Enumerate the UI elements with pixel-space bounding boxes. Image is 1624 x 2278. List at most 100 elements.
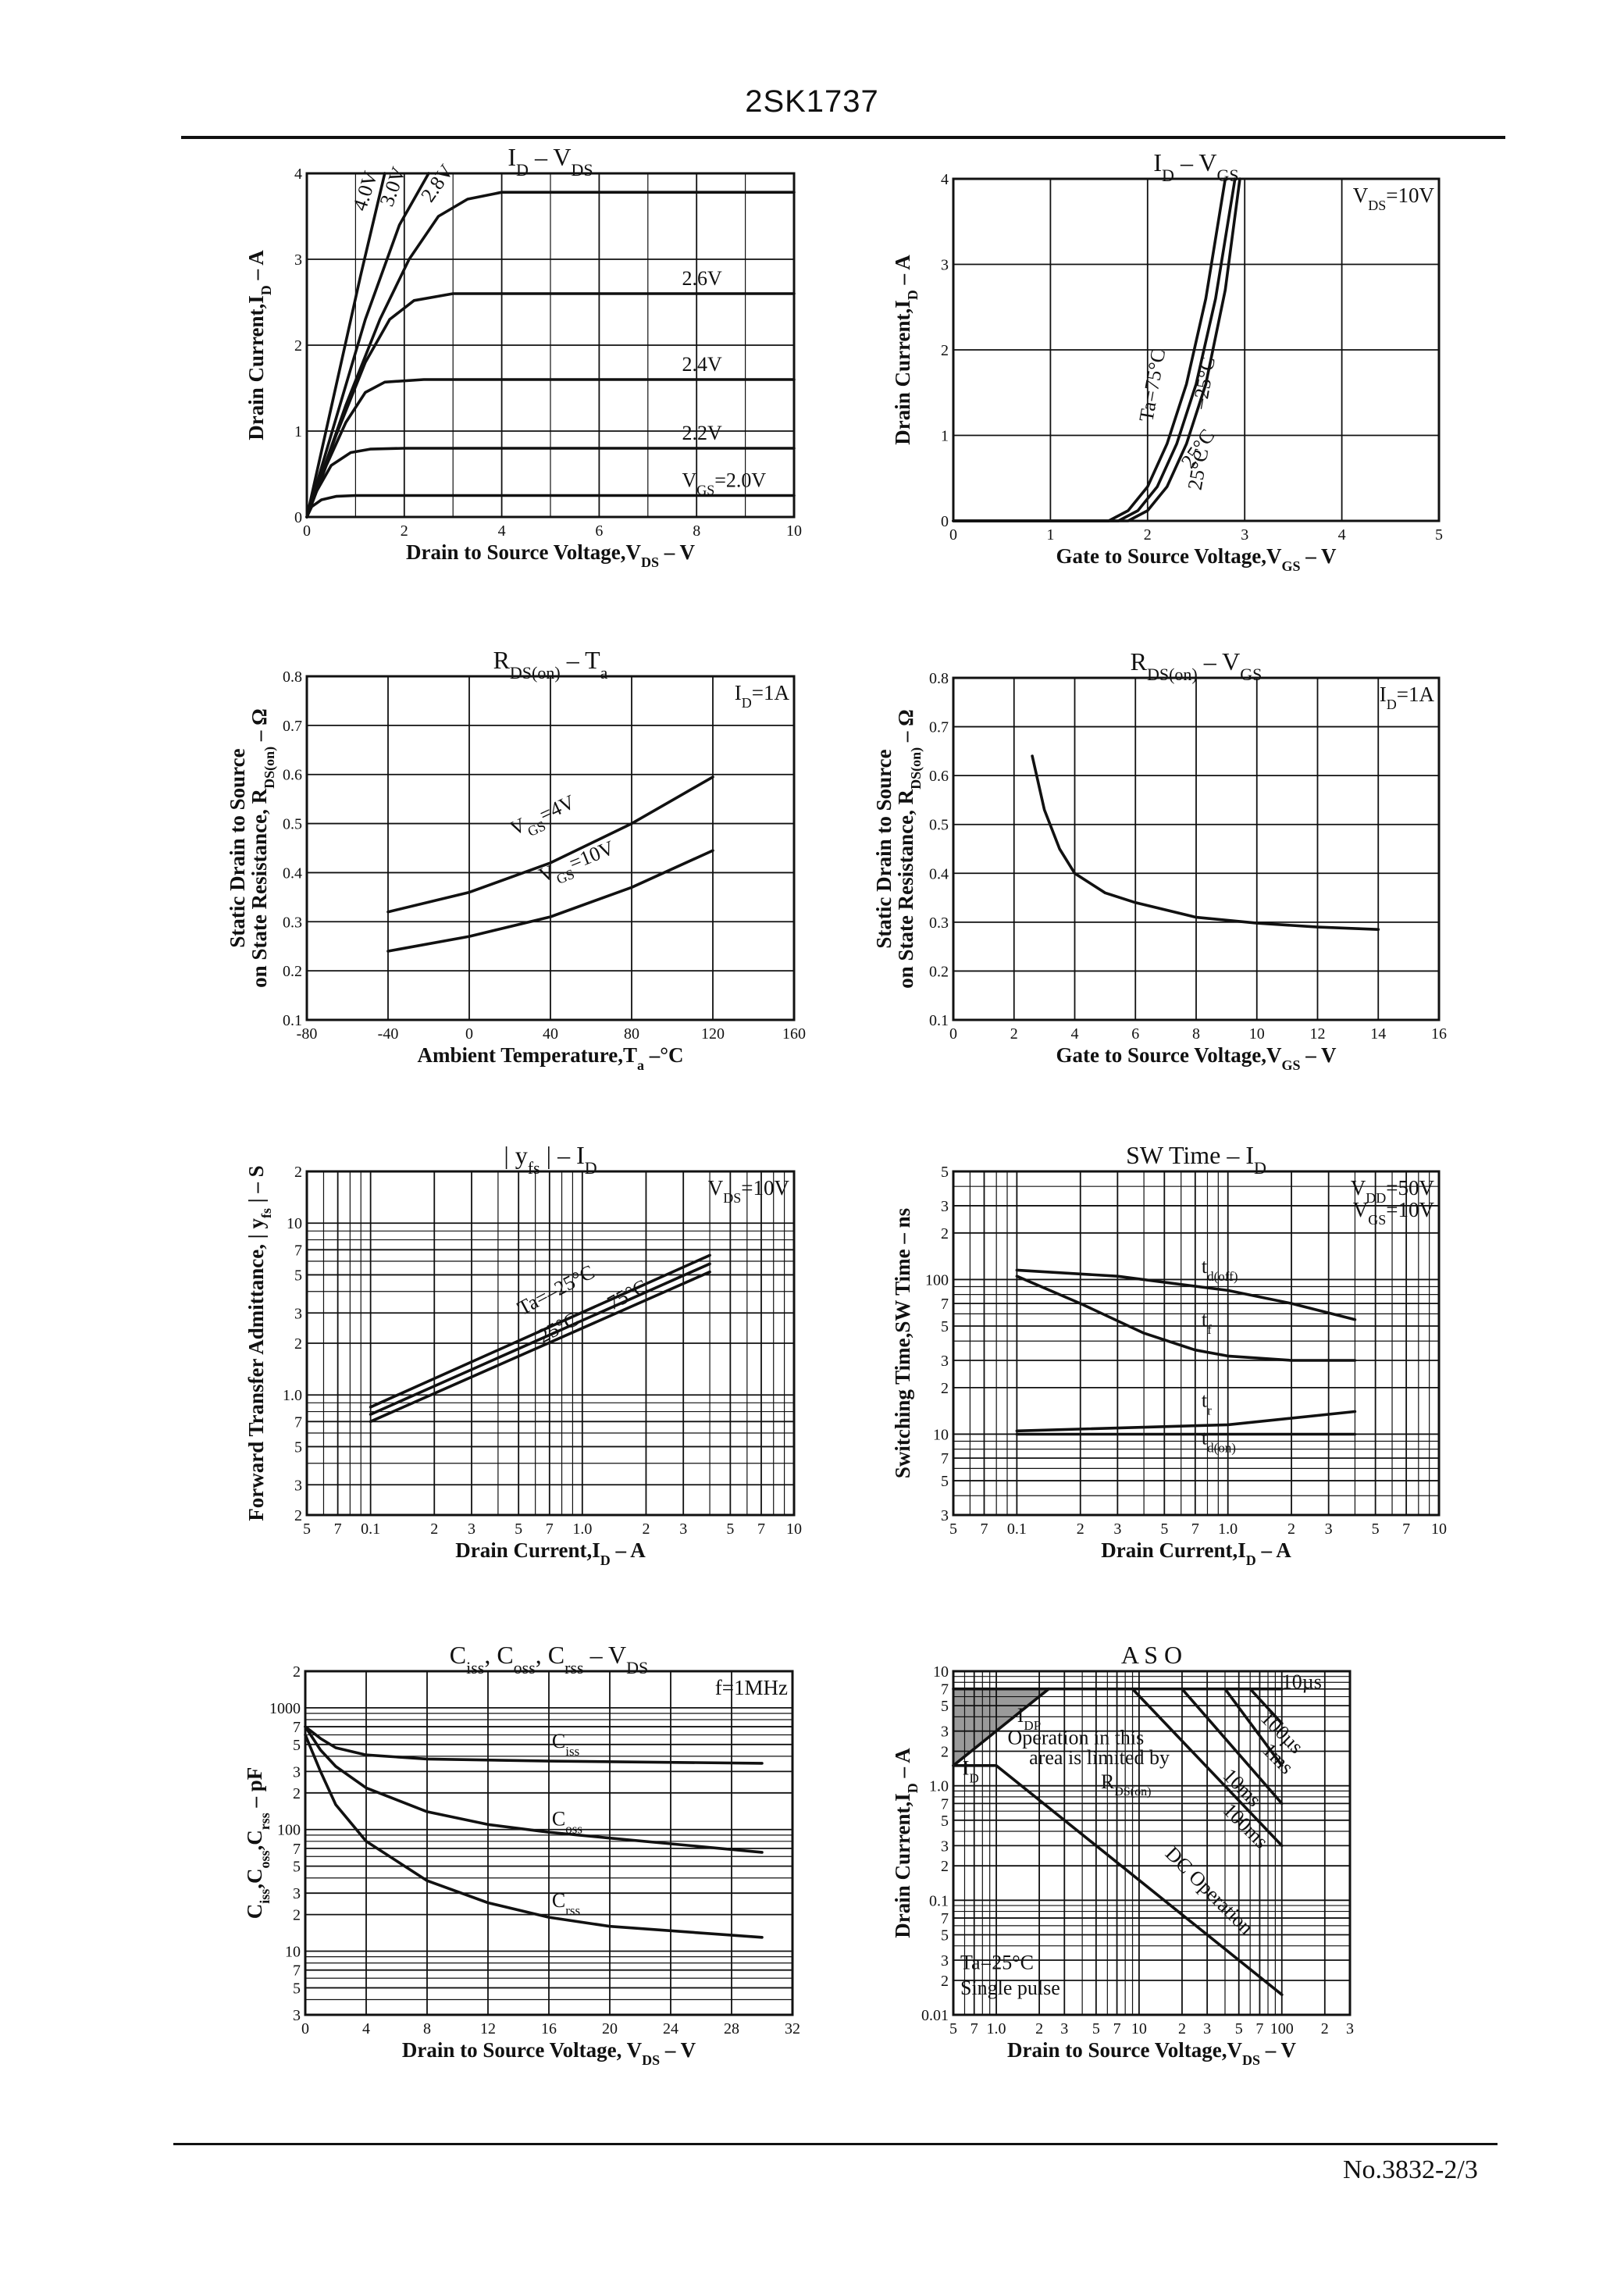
y-tick-label: 1000	[269, 1700, 301, 1717]
plot-frame	[305, 172, 796, 519]
x-tick-label: 7	[1191, 1520, 1199, 1538]
y-tick-label: 3	[941, 1724, 949, 1741]
curve-annotation: 10µs	[1282, 1670, 1322, 1693]
curve-annotation: tr	[1202, 1389, 1212, 1418]
x-tick-label: 5	[726, 1520, 734, 1538]
series-line-rds-on	[1031, 754, 1380, 931]
chart-aso: A S O5 7 1.0 2 3 5 7 10 2 3 5 7 100 2 30.0123570.12357…	[891, 1641, 1354, 2068]
y-tick-label: 7	[293, 1963, 301, 1980]
x-axis-label: Gate to Source Voltage,VGS – V	[1056, 544, 1337, 574]
x-axis-label: Drain Current,ID – A	[455, 1538, 646, 1568]
series-line-ta-25-c	[369, 1253, 711, 1409]
x-tick-label: 3	[1346, 2020, 1354, 2037]
x-tick-label: 7	[1113, 2020, 1121, 2037]
y-tick-label: 7	[941, 1910, 949, 1927]
y-tick-label: 0.3	[929, 914, 949, 932]
curve-annotation: Ta=25°C	[960, 1952, 1034, 1974]
curve-annotation: Ta=75°C	[1134, 347, 1170, 423]
x-tick-label: 3	[1325, 1520, 1333, 1538]
test-condition-2: VGS=10V	[1353, 1198, 1435, 1228]
x-tick-label: 14	[1370, 1025, 1386, 1043]
y-tick-label: 5	[293, 1980, 301, 1997]
series-line-rds-on-limit	[952, 1687, 1050, 1767]
y-tick-label: 7	[293, 1841, 301, 1858]
curve-annotation: –25°C	[1188, 355, 1220, 412]
x-axis-label: Drain to Source Voltage,VDS – V	[1007, 2038, 1297, 2068]
series-line-4-0v	[305, 172, 386, 519]
x-tick-label: 7	[970, 2020, 978, 2037]
test-condition: VDS=10V	[1353, 184, 1435, 213]
x-tick-label: 5	[1372, 1520, 1380, 1538]
plot-frame	[952, 1670, 1352, 2016]
x-tick-label: 0	[303, 522, 311, 540]
series-line-25-c	[952, 177, 1237, 522]
y-tick-label: 5	[293, 1737, 301, 1754]
x-tick-label: 8	[423, 2020, 431, 2037]
y-tick-label: 0.1	[283, 1012, 302, 1029]
y-tick-label: 2	[941, 1380, 949, 1397]
footer-rule	[173, 2143, 1498, 2145]
y-tick-label: 3	[941, 1507, 949, 1524]
plot-frame	[952, 177, 1441, 522]
x-tick-label: 2	[1035, 2020, 1043, 2037]
y-axis-label-line2: on State Resistance, RDS(on) – Ω	[248, 708, 278, 988]
chart-sw-id: SW Time – ID5 7 0.1 2 3 5 7 1.0 2 3 5 7 103571023571…	[891, 1141, 1447, 1568]
page-title: 2SK1737	[745, 84, 879, 119]
series-line-ta-75-c	[952, 177, 1227, 522]
y-tick-label: 5	[293, 1859, 301, 1876]
y-tick-label: 0.1	[929, 1892, 949, 1909]
y-tick-label: 2	[293, 1663, 301, 1681]
x-tick-label: 7	[981, 1520, 988, 1538]
y-tick-label: 2	[941, 1858, 949, 1875]
x-axis-label: Drain to Source Voltage, VDS – V	[402, 2038, 696, 2068]
plot-frame	[952, 676, 1441, 1021]
x-tick-label: 2	[1287, 1520, 1295, 1538]
y-tick-label: 7	[294, 1414, 302, 1431]
x-tick-label: 10	[786, 1520, 802, 1538]
x-tick-label: 20	[602, 2020, 618, 2037]
series-line-25-c	[952, 177, 1241, 522]
series-line-dc-operation	[952, 1764, 1284, 1996]
y-tick-label: 0.7	[929, 719, 949, 736]
series-line-100-s	[1248, 1687, 1284, 1725]
y-tick-label: 7	[294, 1242, 302, 1259]
y-tick-label: 0.5	[283, 816, 302, 833]
y-tick-label: 3	[941, 257, 949, 274]
series-line-1ms	[1223, 1687, 1284, 1767]
plot-frame	[305, 1170, 796, 1517]
x-tick-label: 16	[1431, 1025, 1447, 1043]
x-tick-label: 10	[1131, 2020, 1147, 2037]
x-tick-label: 3	[1203, 2020, 1211, 2037]
x-tick-label: 28	[724, 2020, 739, 2037]
x-tick-label: -40	[378, 1025, 399, 1043]
curve-annotation: 3.0V	[376, 164, 411, 209]
x-tick-label: 5	[949, 2020, 957, 2037]
x-tick-label: 5	[303, 1520, 311, 1538]
y-tick-label: 5	[941, 1164, 949, 1181]
x-tick-label: 1.0	[572, 1520, 592, 1538]
y-tick-label: 7	[293, 1719, 301, 1736]
curve-annotation: VGS=2.0V	[682, 469, 766, 498]
y-tick-label: 0.7	[283, 718, 302, 735]
y-tick-label: 0.2	[929, 963, 949, 980]
y-tick-label: 0	[941, 513, 949, 530]
x-tick-label: 10	[786, 522, 802, 540]
x-tick-label: 2	[1144, 526, 1152, 544]
plot-frame	[952, 1170, 1441, 1517]
series-line-tr	[1015, 1410, 1357, 1433]
x-tick-label: 7	[1255, 2020, 1263, 2037]
x-tick-label: 7	[1402, 1520, 1410, 1538]
y-tick-label: 7	[941, 1681, 949, 1699]
x-tick-label: 2	[1178, 2020, 1186, 2037]
y-tick-label: 3	[293, 2007, 301, 2024]
y-tick-label: 10	[287, 1215, 302, 1232]
y-tick-label: 1	[294, 423, 302, 440]
x-tick-label: 0	[949, 1025, 957, 1043]
x-tick-label: 32	[785, 2020, 800, 2037]
y-tick-label: 10	[933, 1663, 949, 1681]
y-axis-label: Switching Time,SW Time – ns	[891, 1208, 914, 1478]
series-line-100ms	[1131, 1687, 1284, 1848]
x-tick-label: 8	[1192, 1025, 1200, 1043]
x-tick-label: 2	[642, 1520, 650, 1538]
